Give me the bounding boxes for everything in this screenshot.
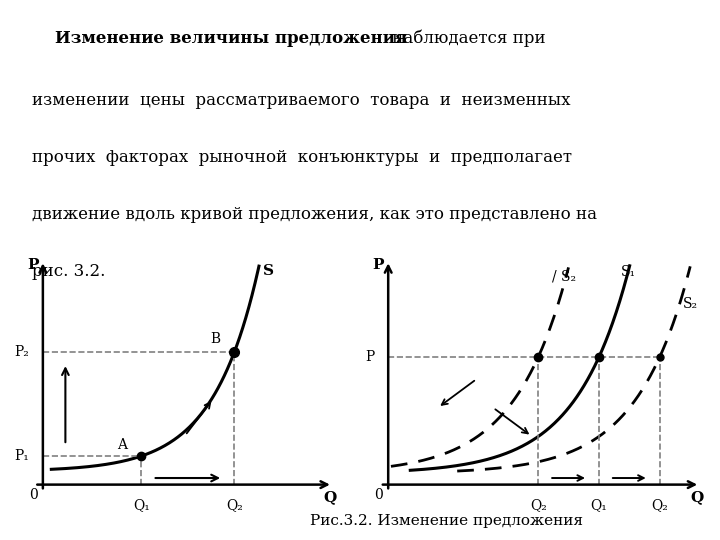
Text: Q₁: Q₁ — [590, 498, 607, 512]
Text: Изменение величины предложения: Изменение величины предложения — [32, 30, 408, 47]
Text: прочих  факторах  рыночной  конъюнктуры  и  предполагает: прочих факторах рыночной конъюнктуры и п… — [32, 149, 572, 166]
Text: Q₂: Q₂ — [226, 498, 243, 512]
Text: 0: 0 — [29, 488, 37, 502]
Text: наблюдается при: наблюдается при — [387, 30, 546, 48]
Text: изменении  цены  рассматриваемого  товара  и  неизменных: изменении цены рассматриваемого товара и… — [32, 92, 571, 109]
Text: P: P — [365, 350, 374, 364]
Text: рис. 3.2.: рис. 3.2. — [32, 264, 106, 280]
Text: движение вдоль кривой предложения, как это представлено на: движение вдоль кривой предложения, как э… — [32, 206, 598, 223]
Text: Q: Q — [690, 490, 704, 504]
Text: Q₂: Q₂ — [530, 498, 546, 512]
Text: Q₂: Q₂ — [651, 498, 668, 512]
Text: P₁: P₁ — [14, 449, 29, 463]
Text: S₁: S₁ — [621, 265, 636, 279]
Text: S: S — [264, 264, 274, 278]
Text: Рис.3.2. Изменение предложения: Рис.3.2. Изменение предложения — [310, 514, 583, 528]
Text: P₂: P₂ — [14, 345, 29, 359]
Text: / S₂: / S₂ — [552, 269, 577, 283]
Text: P: P — [373, 258, 384, 272]
Text: B: B — [210, 332, 220, 346]
Text: S₂: S₂ — [683, 296, 698, 310]
Text: Q: Q — [323, 490, 336, 504]
Text: P: P — [27, 258, 39, 272]
Text: Q₁: Q₁ — [133, 498, 150, 512]
Text: 0: 0 — [374, 488, 383, 502]
Text: A: A — [117, 437, 127, 451]
